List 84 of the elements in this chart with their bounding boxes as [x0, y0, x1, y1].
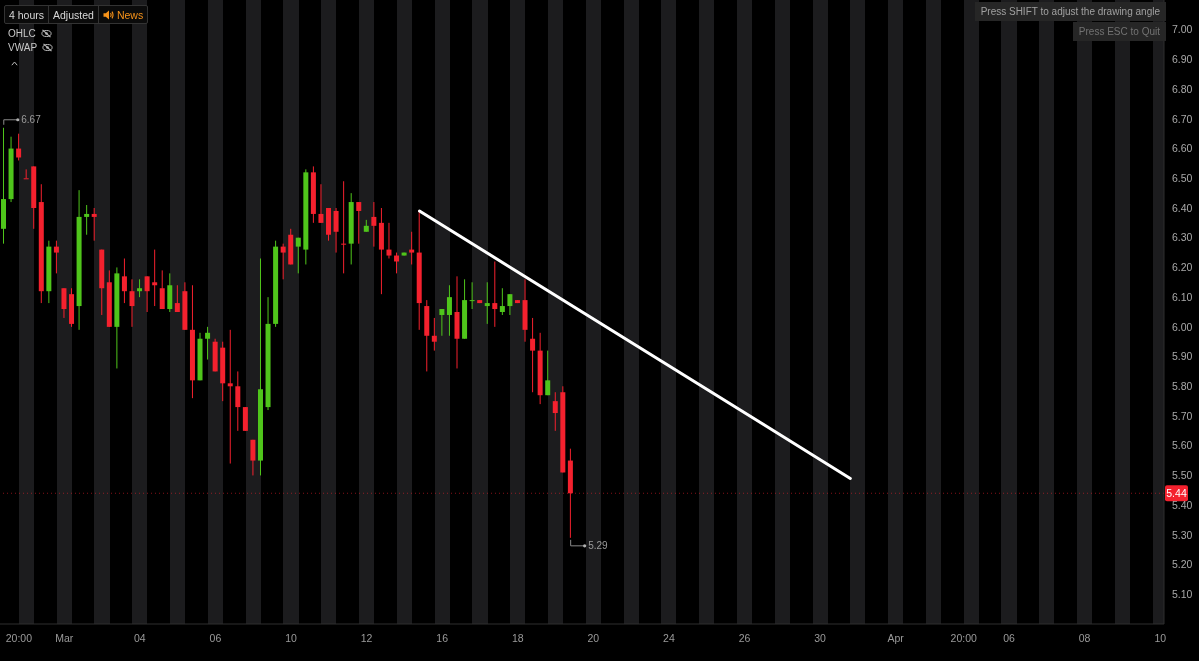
y-tick-label: 5.80	[1172, 380, 1193, 393]
y-tick-label: 5.20	[1172, 558, 1193, 571]
y-tick-label: 5.90	[1172, 350, 1193, 363]
annotation: Press SHIFT to adjust the drawing angle	[974, 2, 1166, 21]
candlestick	[205, 326, 211, 361]
candlestick	[333, 207, 339, 254]
y-tick-label: 5.70	[1172, 409, 1193, 422]
x-tick-label: 20:00	[950, 632, 977, 645]
y-tick-label: 6.90	[1172, 53, 1193, 66]
y-tick-label: 6.40	[1172, 201, 1193, 214]
candlestick	[318, 183, 324, 224]
annotation: 5.29	[588, 540, 609, 552]
x-tick-label: 06	[1003, 632, 1016, 645]
y-tick-label: 6.00	[1172, 320, 1193, 333]
y-tick-label: 5.10	[1172, 588, 1193, 601]
candlestick	[545, 350, 551, 396]
candlestick	[280, 243, 286, 280]
x-tick-label: 04	[133, 632, 146, 645]
ref-line-label: 5.44	[1166, 487, 1187, 500]
y-tick-label: 6.70	[1172, 112, 1193, 125]
y-tick-label: 6.80	[1172, 82, 1193, 95]
candlestick	[295, 237, 301, 274]
x-tick-label: 20:00	[5, 632, 33, 645]
candlestick	[439, 308, 445, 337]
candlestick	[552, 391, 558, 432]
candlestick	[507, 293, 513, 316]
candlestick	[174, 284, 180, 313]
y-tick-label: 5.60	[1172, 439, 1193, 452]
candlestick	[129, 278, 135, 328]
annotation: News	[116, 8, 144, 21]
candlestick	[235, 370, 241, 432]
annotation: 4 hours	[9, 8, 45, 21]
x-tick-label: 10	[285, 632, 297, 645]
y-tick-label: 6.30	[1172, 231, 1193, 244]
candlestick	[144, 275, 150, 313]
candlestick	[167, 272, 173, 313]
candlestick	[386, 222, 392, 260]
candlestick	[341, 180, 347, 274]
candlestick	[91, 207, 97, 242]
candlestick	[431, 317, 437, 352]
annotation: OHLC	[8, 28, 36, 39]
candlestick	[152, 249, 158, 307]
annotation: 6.67	[21, 114, 42, 126]
y-tick-label: 6.20	[1172, 261, 1193, 274]
x-tick-label: Mar	[55, 632, 74, 645]
candlestick	[484, 281, 490, 325]
x-tick-label: 16	[436, 632, 449, 645]
y-tick-label: 5.40	[1172, 498, 1193, 511]
candlestick	[469, 281, 475, 310]
x-tick-label: 10	[1154, 632, 1167, 645]
x-tick-label: 20	[587, 632, 600, 645]
x-tick-label: 18	[511, 632, 524, 645]
y-tick-label: 6.10	[1172, 290, 1193, 303]
candlestick	[23, 168, 29, 180]
candlestick	[499, 287, 505, 316]
x-tick-label: Apr	[887, 632, 905, 645]
x-tick-label: 26	[738, 632, 751, 645]
candlestick	[371, 201, 377, 248]
candlestick	[227, 329, 233, 465]
candlestick	[53, 240, 59, 274]
y-tick-label: 6.60	[1172, 142, 1193, 155]
x-tick-label: 24	[663, 632, 675, 645]
candlestick	[159, 269, 165, 310]
candlestick	[242, 406, 248, 432]
annotation: Press ESC to Quit	[1072, 22, 1166, 41]
candlestick	[409, 231, 415, 265]
x-tick-label: 12	[360, 632, 373, 645]
y-tick-label: 7.00	[1172, 23, 1193, 36]
candlestick	[446, 284, 452, 337]
y-tick-label: 5.50	[1172, 469, 1193, 482]
candlestick	[356, 201, 362, 245]
candlestick	[61, 287, 67, 319]
x-tick-label: 08	[1078, 632, 1091, 645]
y-tick-label: 6.50	[1172, 172, 1193, 185]
candlestick	[84, 204, 90, 236]
x-tick-label: 30	[814, 632, 827, 645]
y-tick-label: 5.30	[1172, 528, 1193, 541]
candlestick	[121, 258, 127, 304]
annotation: Adjusted	[53, 8, 94, 21]
x-tick-label: 06	[209, 632, 222, 645]
annotation: VWAP	[8, 42, 38, 53]
candlestick	[492, 260, 498, 328]
candlestick	[530, 317, 536, 393]
candlestick	[250, 439, 256, 476]
